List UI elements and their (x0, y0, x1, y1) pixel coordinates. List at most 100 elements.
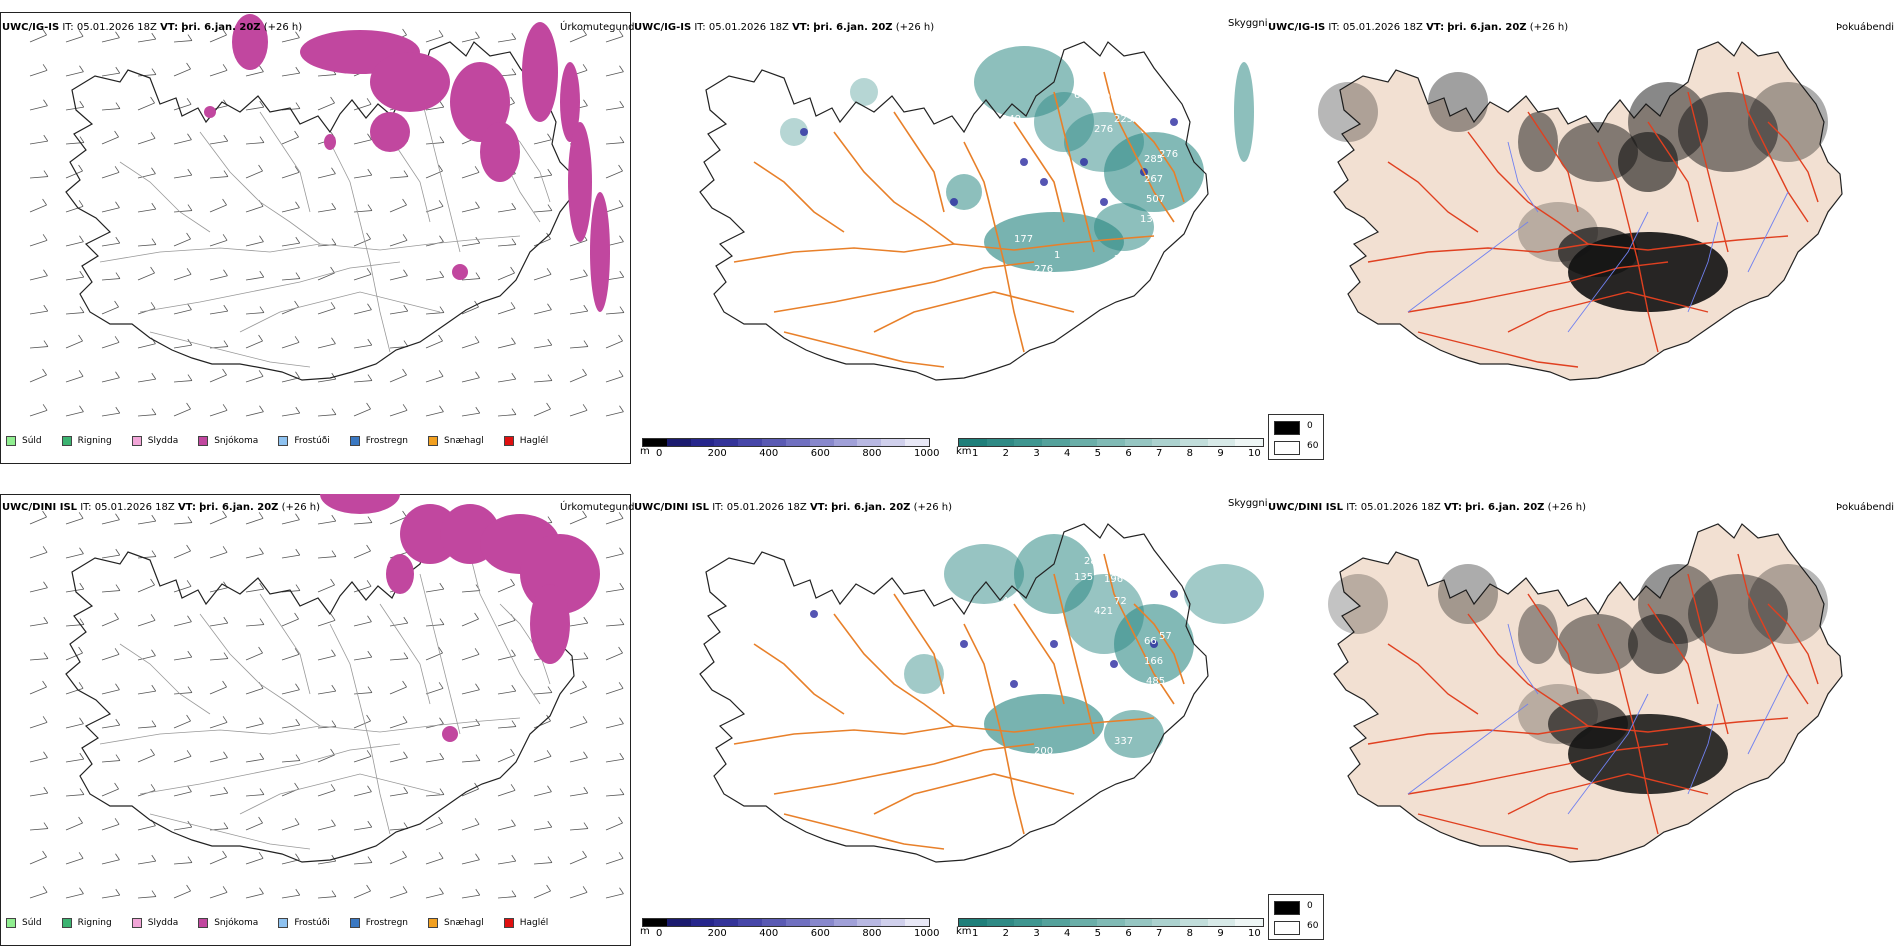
river-segment (1507, 623, 1539, 695)
wind-barb-flag (475, 31, 480, 38)
wind-barb (101, 412, 120, 417)
river-segment (1747, 191, 1789, 273)
colorbar-step (986, 439, 1015, 446)
wind-barb-flag (618, 512, 624, 519)
precip-legend-item: Haglél (503, 918, 549, 928)
wind-barb-flag (511, 68, 517, 75)
wind-barb-flag (150, 578, 155, 586)
wind-barb (137, 208, 156, 213)
wind-barb (425, 687, 444, 695)
wind-barb-flag (294, 300, 299, 308)
wind-barb (209, 310, 228, 315)
wind-barb (209, 374, 227, 383)
wind-barb (137, 726, 156, 729)
wind-barb-flag (79, 547, 84, 554)
colorbar-step (714, 439, 739, 446)
colorbar-step (857, 919, 882, 926)
wind-barb (425, 312, 444, 315)
wind-barb-flag (259, 717, 264, 724)
wind-barb (497, 414, 516, 417)
wind-barb (29, 828, 48, 831)
wind-barb-flag (151, 890, 157, 897)
wind-barb (605, 375, 624, 383)
wind-barb (65, 723, 84, 729)
precip-legend-label: Rigning (77, 918, 112, 928)
wind-barb-flag (42, 886, 48, 893)
road-segment (1767, 121, 1819, 203)
wind-barb-flag (402, 680, 407, 688)
wind-barb-flag (439, 100, 445, 108)
wind-barb-flag (582, 716, 588, 723)
wind-barb (101, 72, 120, 77)
road-segment (893, 593, 945, 695)
colorbar-gradient (642, 438, 930, 447)
wind-barb (353, 273, 372, 281)
precip-legend-item: Súld (6, 436, 42, 446)
road-segment (873, 291, 1075, 333)
wind-barb-flag (439, 306, 445, 313)
colorbar-step (1097, 439, 1125, 446)
wind-barb-flag (583, 786, 589, 794)
wind-barb (209, 34, 227, 43)
wind-barb (173, 522, 192, 525)
precip-legend-label: Haglél (519, 918, 549, 928)
wind-barb (209, 551, 228, 559)
snow-area (324, 134, 336, 150)
wind-barb-flag (619, 65, 624, 72)
wind-barb-flag (115, 406, 121, 414)
road-segment (783, 331, 945, 368)
wind-barb-flag (366, 714, 371, 722)
wind-barb-flag (331, 854, 337, 862)
wind-barb (425, 142, 444, 145)
wind-barb (389, 686, 407, 695)
wind-barb (389, 374, 407, 383)
iceland-coastline (699, 523, 1209, 863)
wind-barb-flag (295, 236, 301, 244)
colorbar-step (666, 919, 691, 926)
iceland-coastline (699, 41, 1209, 381)
wind-barb-flag (438, 30, 444, 37)
colorbar-tick-label: 400 (759, 928, 779, 939)
wind-barb (533, 720, 551, 729)
wind-barb (605, 553, 624, 559)
wind-barb (317, 102, 335, 111)
wind-barb (605, 652, 623, 661)
wind-barb-flag (439, 788, 445, 795)
wind-barb (497, 38, 516, 43)
precip-legend-item: Frostregn (349, 918, 408, 928)
wind-barb-flag (259, 65, 264, 72)
wind-barb-flag (402, 28, 407, 36)
precip-legend-item: Frostregn (349, 436, 408, 446)
colorbar-tick-label: 600 (810, 448, 830, 459)
wind-barb (101, 306, 119, 315)
wind-barb (137, 556, 156, 559)
wind-barb (425, 205, 444, 213)
wind-barb (65, 893, 84, 899)
wind-barb-flag (295, 888, 301, 896)
wind-barb-flag (475, 888, 481, 896)
wind-barb (425, 411, 444, 417)
wind-barb (29, 587, 48, 593)
wind-barb-flag (331, 550, 337, 557)
wind-barb (245, 517, 264, 525)
wind-barb-flag (475, 236, 481, 244)
precip-legend-swatch (349, 918, 360, 928)
wind-barb (65, 375, 84, 383)
ceiling-label: 212 (1114, 254, 1133, 265)
iceland-coastline (65, 523, 575, 863)
wind-barb-flag (619, 270, 625, 278)
wind-barb (497, 789, 516, 797)
wind-barb (209, 891, 228, 899)
colorbar-tick-label: 6 (1125, 928, 1132, 939)
fog-area (1328, 574, 1388, 634)
wind-barb-flag (402, 850, 407, 858)
wind-barb (137, 619, 156, 627)
wind-barb (497, 860, 516, 865)
precip-legend-swatch (61, 436, 72, 446)
wind-barb (569, 310, 588, 315)
wind-barb (317, 655, 336, 661)
road-segment (1407, 743, 1669, 795)
wind-barb (389, 204, 407, 213)
road-segment (419, 91, 461, 253)
wind-barb (245, 241, 264, 247)
